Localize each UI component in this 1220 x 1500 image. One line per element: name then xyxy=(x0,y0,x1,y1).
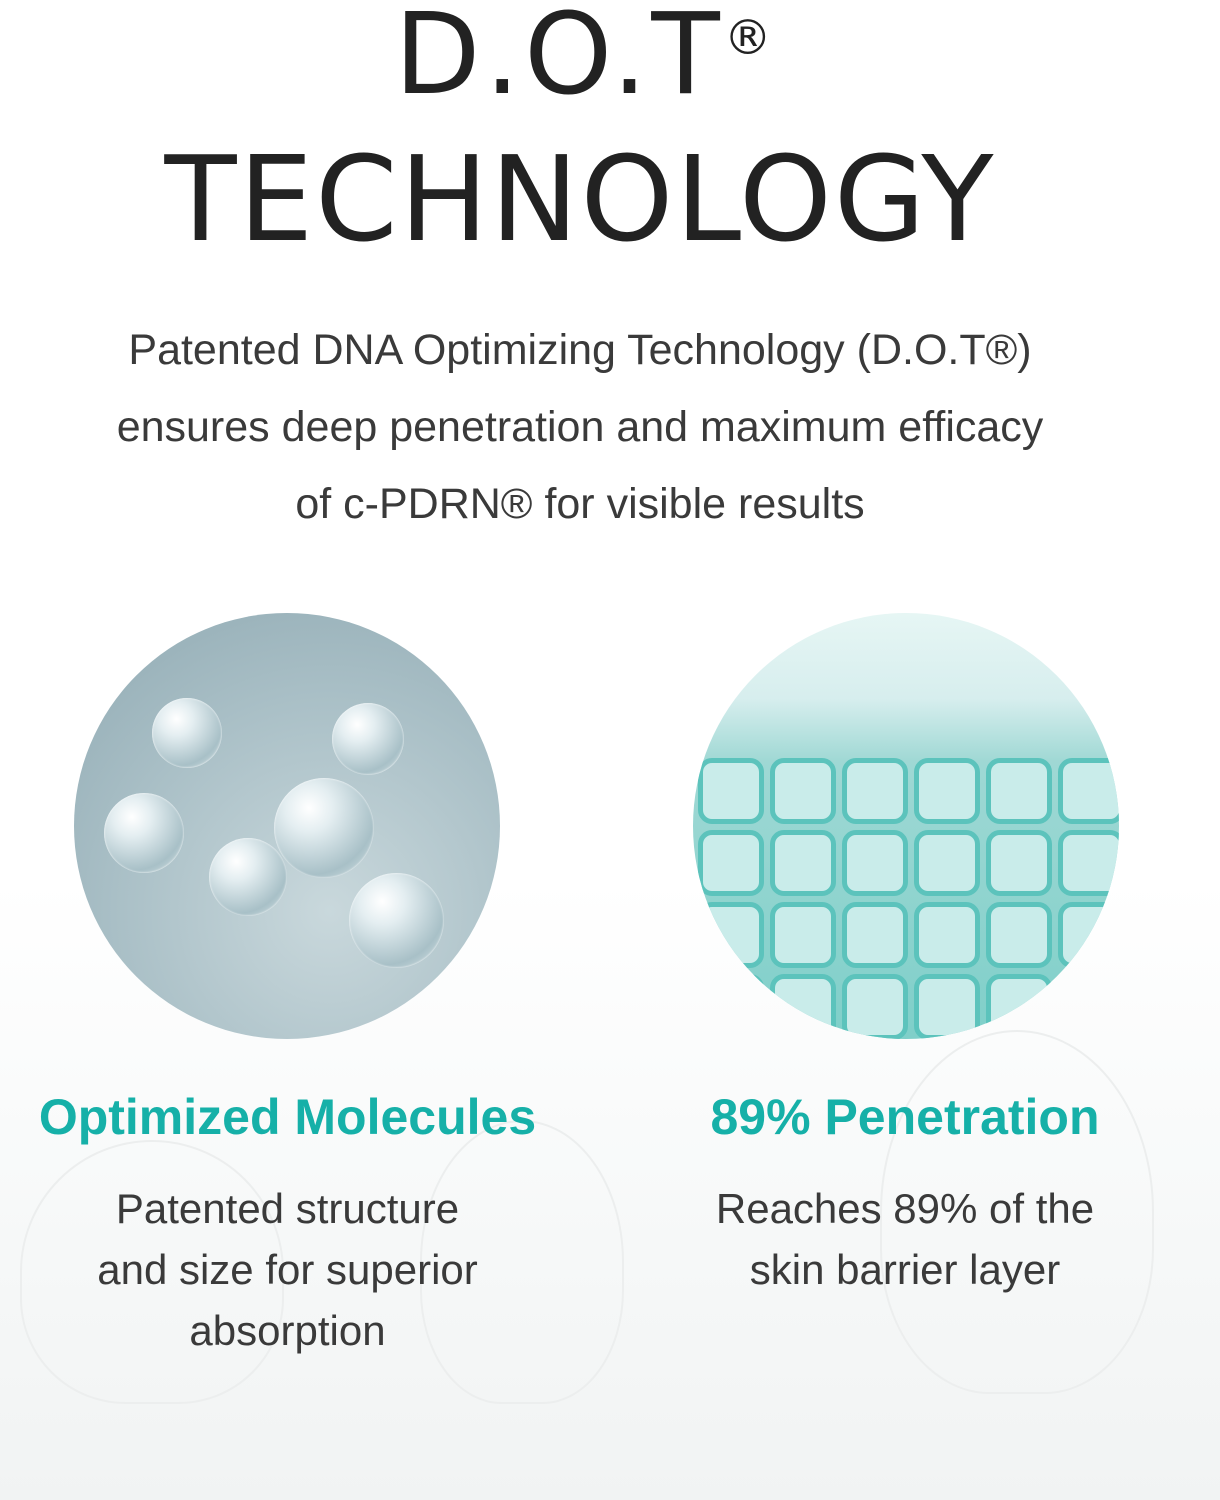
title-technology: TECHNOLOGY xyxy=(164,130,996,268)
skin-cell xyxy=(770,830,836,896)
title-dot: D.O.T® xyxy=(394,0,776,120)
skin-cell xyxy=(698,902,764,968)
skin-cell xyxy=(698,974,764,1039)
flask-decoration xyxy=(20,1140,284,1404)
molecule-image xyxy=(74,613,500,1039)
skin-cell xyxy=(842,974,908,1039)
skin-cell xyxy=(698,758,764,824)
feature-heading-molecules: Optimized Molecules xyxy=(38,1089,537,1145)
skin-cell xyxy=(698,830,764,896)
skin-cell xyxy=(914,974,980,1039)
skin-cell xyxy=(986,758,1052,824)
skin-cell xyxy=(770,974,836,1039)
skin-cell xyxy=(986,830,1052,896)
feature-desc-molecules: Patented structure and size for superior… xyxy=(97,1185,478,1354)
skin-cell xyxy=(986,902,1052,968)
skin-cell xyxy=(1058,830,1119,896)
skin-cell xyxy=(842,902,908,968)
skin-cells-image xyxy=(693,613,1119,1039)
skin-cell xyxy=(986,974,1052,1039)
skin-cell xyxy=(914,830,980,896)
skin-cell xyxy=(914,902,980,968)
skin-cell xyxy=(770,758,836,824)
flask-decoration xyxy=(420,1120,624,1404)
skin-cell xyxy=(1058,974,1119,1039)
skin-cell xyxy=(914,758,980,824)
skin-cell xyxy=(842,758,908,824)
skin-cell xyxy=(1058,902,1119,968)
feature-heading-penetration: 89% Penetration xyxy=(710,1089,1100,1145)
skin-cell xyxy=(1058,758,1119,824)
intro-text: Patented DNA Optimizing Technology (D.O.… xyxy=(116,326,1044,528)
skin-cell xyxy=(842,830,908,896)
skin-cell xyxy=(770,902,836,968)
feature-desc-penetration: Reaches 89% of the skin barrier layer xyxy=(715,1185,1095,1293)
